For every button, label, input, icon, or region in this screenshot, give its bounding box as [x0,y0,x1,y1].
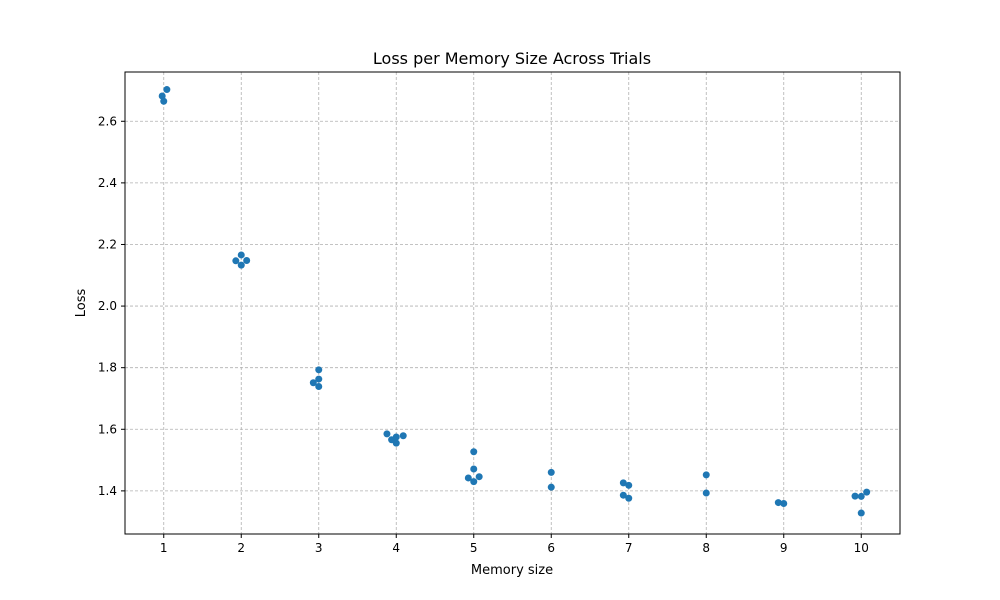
x-tick-label: 3 [315,541,323,555]
y-tick-label: 2.2 [98,237,117,251]
data-point [475,473,483,481]
data-point [399,432,407,440]
data-point [383,430,391,438]
data-point [237,251,245,259]
data-point [160,97,168,105]
x-tick-label: 10 [854,541,869,555]
data-point [702,489,710,497]
grid-layer [125,72,900,534]
data-point [315,375,323,383]
data-point [851,492,859,500]
data-point [392,433,400,441]
y-tick-label: 1.4 [98,484,117,498]
y-tick-label: 2.0 [98,299,117,313]
x-tick-label: 7 [625,541,633,555]
data-point [392,439,400,447]
data-point [547,483,555,491]
data-point [315,382,323,390]
x-tick-label: 9 [780,541,788,555]
x-axis-label: Memory size [471,563,553,578]
plot-frame [124,71,901,535]
axes-layer: 1 2 3 4 5 6 7 8 9 10 1.4 1.6 1.8 2.0 2.2 2.4 2.6 [98,114,869,555]
data-point [470,465,478,473]
data-point [619,491,627,499]
data-point [470,478,478,486]
data-point [470,448,478,456]
y-tick-label: 2.4 [98,176,117,190]
y-tick-label: 2.6 [98,114,117,128]
data-point [774,499,782,507]
chart-title: Loss per Memory Size Across Trials [373,49,651,68]
x-tick-label: 1 [160,541,168,555]
data-point [547,468,555,476]
x-tick-label: 8 [702,541,710,555]
data-point [232,257,240,265]
data-point [857,492,865,500]
data-point [625,494,633,502]
data-point [625,481,633,489]
y-axis-label: Loss [74,289,89,318]
data-point [243,256,251,264]
data-point [780,500,788,508]
points-layer [158,86,871,517]
x-tick-label: 5 [470,541,478,555]
data-point [702,471,710,479]
data-point [619,479,627,487]
data-point [863,488,871,496]
x-tick-label: 2 [237,541,245,555]
x-tick-label: 4 [392,541,400,555]
data-point [309,379,317,387]
data-point [237,261,245,269]
x-tick-label: 6 [547,541,555,555]
data-point [857,509,865,517]
data-point [163,86,171,94]
y-tick-label: 1.8 [98,361,117,375]
y-tick-label: 1.6 [98,422,117,436]
data-point [464,474,472,482]
data-point [315,366,323,374]
